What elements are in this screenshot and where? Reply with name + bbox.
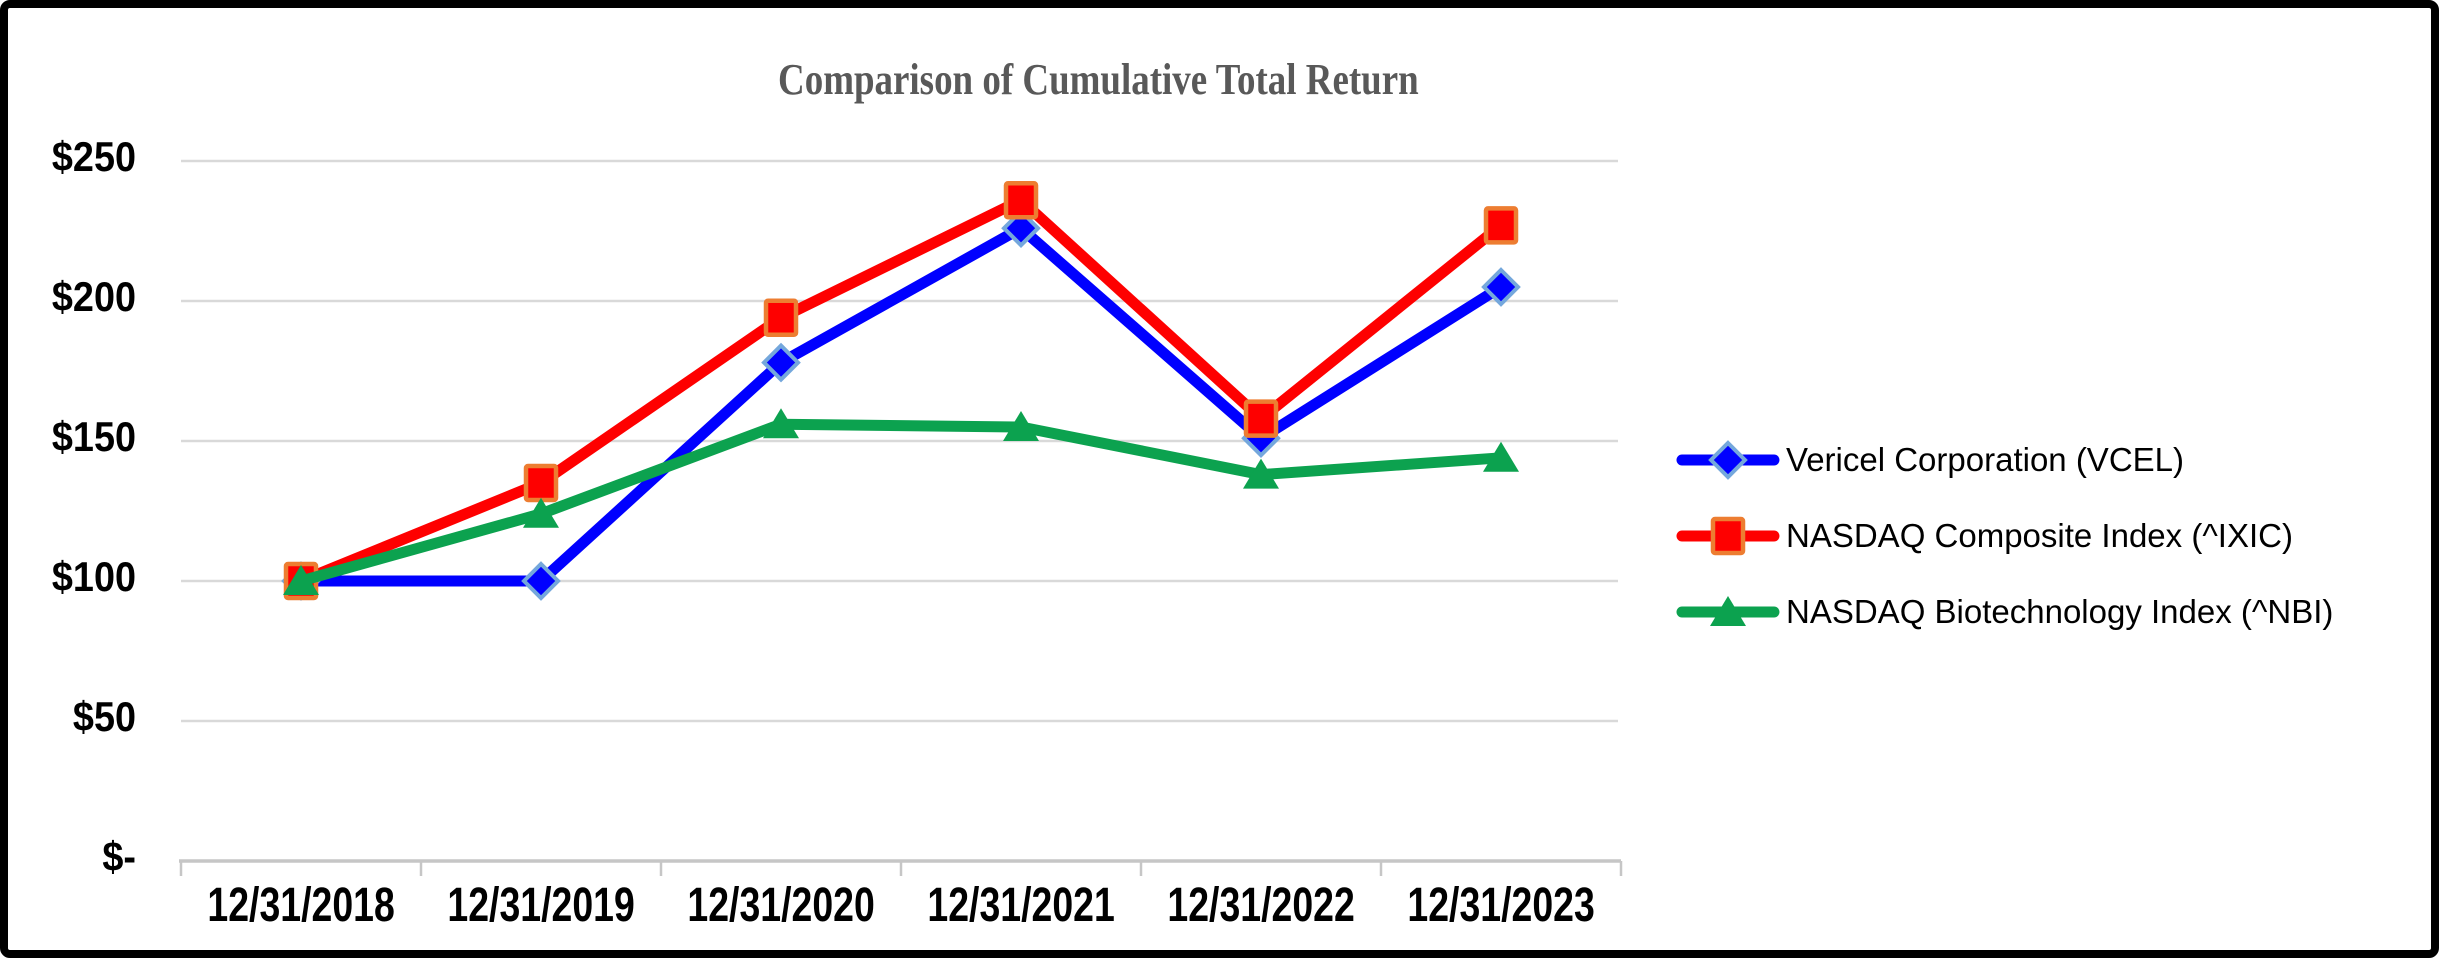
series-marker-ixic (1483, 206, 1519, 245)
x-tick-label: 12/31/2019 (447, 879, 635, 932)
legend-label-nbi: NASDAQ Biotechnology Index (^NBI) (1786, 593, 2334, 630)
x-tick-label: 12/31/2022 (1167, 879, 1355, 932)
legend-item-nbi: NASDAQ Biotechnology Index (^NBI) (1676, 574, 2333, 650)
x-tick-label: 12/31/2018 (207, 879, 395, 932)
x-tick-label: 12/31/2023 (1407, 879, 1595, 932)
legend-item-ixic: NASDAQ Composite Index (^IXIC) (1676, 498, 2333, 574)
series-line-ixic (295, 194, 1507, 587)
series-marker-vcel (761, 342, 801, 383)
series-marker-ixic (1003, 180, 1039, 220)
y-tick-label: $100 (51, 553, 136, 600)
legend-marker-nbi-triangle-icon (1676, 596, 1780, 626)
y-tick-label: $50 (72, 693, 136, 740)
legend-marker-vcel-diamond-icon (1676, 440, 1780, 480)
series-marker-ixic (1243, 399, 1279, 438)
series-marker-vcel (1481, 267, 1521, 307)
legend-marker-ixic-square-icon (1676, 516, 1780, 556)
y-tick-label: $200 (51, 273, 136, 320)
series-marker-ixic (523, 463, 559, 503)
y-tick-label: $150 (51, 413, 136, 460)
series-marker-nbi (1243, 458, 1279, 489)
x-tick-label: 12/31/2021 (927, 879, 1115, 932)
y-tick-label: $- (102, 833, 136, 880)
series-marker-nbi (523, 497, 559, 528)
legend: Vericel Corporation (VCEL) NASDAQ Compos… (1676, 422, 2333, 650)
legend-marker-shape (1710, 596, 1746, 626)
legend-label-ixic: NASDAQ Composite Index (^IXIC) (1786, 517, 2293, 554)
y-tick-label: $250 (51, 133, 136, 180)
series-marker-nbi (283, 565, 319, 595)
plot-area (179, 159, 1623, 876)
x-tick-label: 12/31/2020 (687, 879, 875, 932)
series-marker-ixic (763, 298, 799, 338)
series-marker-nbi (1003, 411, 1039, 441)
legend-label-vcel: Vericel Corporation (VCEL) (1786, 441, 2184, 478)
series-marker-vcel (1001, 208, 1041, 249)
series-line-nbi (295, 418, 1507, 587)
series-marker-nbi (763, 408, 799, 439)
legend-item-vcel: Vericel Corporation (VCEL) (1676, 422, 2333, 498)
series-marker-nbi (1483, 441, 1519, 472)
series-marker-vcel (521, 561, 561, 601)
legend-marker-shape (1708, 440, 1748, 480)
legend-marker-shape (1710, 516, 1746, 556)
series-line-vcel (295, 222, 1507, 587)
